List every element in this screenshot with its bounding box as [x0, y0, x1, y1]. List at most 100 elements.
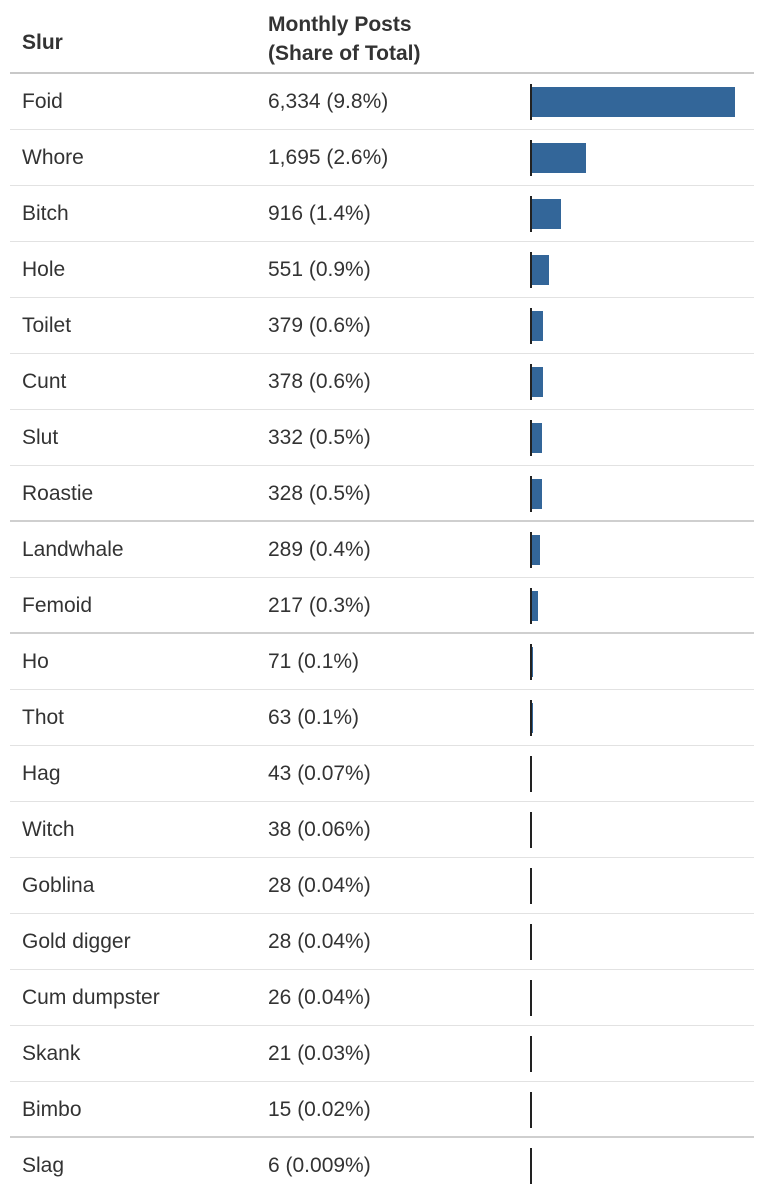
bar-axis-line	[530, 1036, 532, 1072]
bar-axis-line	[530, 196, 532, 232]
slur-table: Slur Monthly Posts (Share of Total) Foid…	[10, 0, 754, 1194]
bar-cell	[530, 690, 740, 746]
bar-cell	[530, 410, 740, 466]
table-row: Thot 63 (0.1%)	[10, 690, 754, 746]
bar-axis-line	[530, 532, 532, 568]
bar	[531, 199, 561, 229]
slur-label: Ho	[22, 650, 49, 673]
column-header-posts-line2: (Share of Total)	[268, 42, 421, 65]
slur-label: Goblina	[22, 874, 95, 897]
column-header-slur: Slur	[22, 31, 63, 54]
slur-label: Slut	[22, 426, 59, 449]
table-row: Cum dumpster 26 (0.04%)	[10, 970, 754, 1026]
bar-axis-line	[530, 1148, 532, 1184]
slur-label: Landwhale	[22, 538, 124, 561]
bar-cell	[530, 130, 740, 186]
monthly-posts-value: 6,334 (9.8%)	[268, 90, 389, 113]
monthly-posts-value: 26 (0.04%)	[268, 986, 371, 1009]
table-row: Witch 38 (0.06%)	[10, 802, 754, 858]
table-row: Gold digger 28 (0.04%)	[10, 914, 754, 970]
table-row: Slut 332 (0.5%)	[10, 410, 754, 466]
monthly-posts-value: 21 (0.03%)	[268, 1042, 371, 1065]
bar	[531, 591, 538, 621]
bar	[531, 143, 586, 173]
slur-label: Cunt	[22, 370, 67, 393]
monthly-posts-value: 551 (0.9%)	[268, 258, 371, 281]
table-row: Toilet 379 (0.6%)	[10, 298, 754, 354]
table-row: Femoid 217 (0.3%)	[10, 578, 754, 634]
table-row: Hag 43 (0.07%)	[10, 746, 754, 802]
slur-label: Toilet	[22, 314, 72, 337]
bar-cell	[530, 242, 740, 298]
bar-axis-line	[530, 84, 532, 120]
bar-axis-line	[530, 868, 532, 904]
bar-cell	[530, 466, 740, 522]
monthly-posts-value: 15 (0.02%)	[268, 1098, 371, 1121]
bar-cell	[530, 298, 740, 354]
slur-label: Whore	[22, 146, 84, 169]
slur-label: Roastie	[22, 482, 94, 505]
bar	[531, 87, 735, 117]
bar-axis-line	[530, 644, 532, 680]
bar-cell	[530, 802, 740, 858]
monthly-posts-value: 43 (0.07%)	[268, 762, 371, 785]
column-header-monthly-posts: Monthly Posts (Share of Total)	[268, 10, 528, 68]
bar-axis-line	[530, 252, 532, 288]
table-row: Skank 21 (0.03%)	[10, 1026, 754, 1082]
bar-axis-line	[530, 1092, 532, 1128]
bar	[531, 535, 541, 565]
slur-label: Gold digger	[22, 930, 131, 953]
monthly-posts-value: 328 (0.5%)	[268, 482, 371, 505]
slur-label: Hole	[22, 258, 66, 281]
monthly-posts-value: 217 (0.3%)	[268, 594, 371, 617]
bar-cell	[530, 1138, 740, 1194]
table-body: Foid 6,334 (9.8%) Whore 1,695 (2.6%) Bitch 91…	[10, 74, 754, 1194]
monthly-posts-value: 63 (0.1%)	[268, 706, 360, 729]
bar-axis-line	[530, 756, 532, 792]
slur-label: Bitch	[22, 202, 69, 225]
bar	[531, 311, 544, 341]
slur-label: Witch	[22, 818, 75, 841]
bar	[531, 255, 549, 285]
bar-cell	[530, 186, 740, 242]
bar	[531, 479, 542, 509]
bar	[531, 703, 534, 733]
bar-axis-line	[530, 588, 532, 624]
slur-label: Skank	[22, 1042, 81, 1065]
slur-label: Thot	[22, 706, 65, 729]
bar-axis-line	[530, 812, 532, 848]
table-row: Roastie 328 (0.5%)	[10, 466, 754, 522]
monthly-posts-value: 28 (0.04%)	[268, 930, 371, 953]
slur-label: Femoid	[22, 594, 93, 617]
table-row: Bitch 916 (1.4%)	[10, 186, 754, 242]
monthly-posts-value: 289 (0.4%)	[268, 538, 371, 561]
bar-axis-line	[530, 476, 532, 512]
bar-cell	[530, 522, 740, 578]
monthly-posts-value: 71 (0.1%)	[268, 650, 360, 673]
table-row: Foid 6,334 (9.8%)	[10, 74, 754, 130]
bar-cell	[530, 578, 740, 634]
slur-label: Bimbo	[22, 1098, 82, 1121]
table-row: Hole 551 (0.9%)	[10, 242, 754, 298]
table-row: Bimbo 15 (0.02%)	[10, 1082, 754, 1138]
bar	[531, 423, 542, 453]
bar-axis-line	[530, 924, 532, 960]
monthly-posts-value: 38 (0.06%)	[268, 818, 371, 841]
table-row: Goblina 28 (0.04%)	[10, 858, 754, 914]
bar-axis-line	[530, 700, 532, 736]
monthly-posts-value: 379 (0.6%)	[268, 314, 371, 337]
bar-cell	[530, 634, 740, 690]
bar-cell	[530, 354, 740, 410]
bar-axis-line	[530, 308, 532, 344]
slur-label: Hag	[22, 762, 61, 785]
slur-label: Foid	[22, 90, 63, 113]
bar-cell	[530, 746, 740, 802]
bar-axis-line	[530, 140, 532, 176]
monthly-posts-value: 1,695 (2.6%)	[268, 146, 389, 169]
monthly-posts-value: 378 (0.6%)	[268, 370, 371, 393]
slur-label: Slag	[22, 1154, 65, 1177]
bar-cell	[530, 1026, 740, 1082]
table-row: Whore 1,695 (2.6%)	[10, 130, 754, 186]
table-header: Slur Monthly Posts (Share of Total)	[10, 0, 754, 74]
bar-cell	[530, 74, 740, 130]
